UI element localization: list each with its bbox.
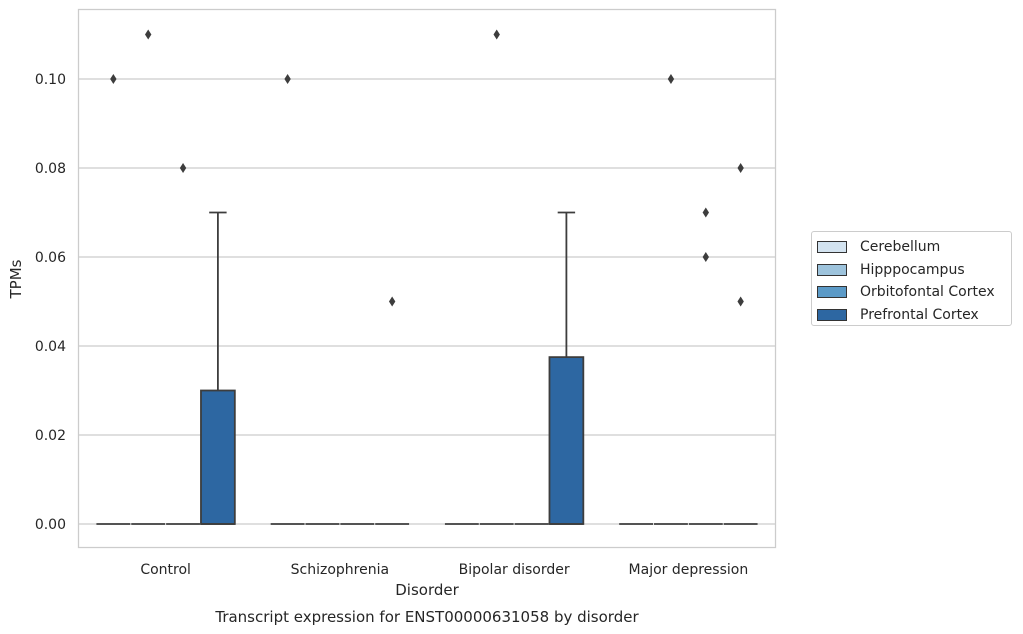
outlier-point	[667, 74, 675, 84]
legend-label: Orbitofontal Cortex	[860, 284, 995, 301]
x-axis-label: Disorder	[395, 581, 459, 599]
boxes	[96, 211, 758, 525]
x-tick-label: Bipolar disorder	[459, 562, 570, 578]
outlier-point	[737, 296, 744, 307]
legend-label: Prefrontal Cortex	[860, 306, 979, 323]
x-axis-ticks: Control Schizophrenia Bipolar disorder Majo…	[140, 562, 748, 578]
x-tick-label: Control	[140, 562, 191, 578]
y-axis-label: TPMs	[7, 259, 25, 299]
legend-swatch	[817, 241, 847, 254]
outlier-point	[110, 74, 117, 84]
outlier-point	[284, 74, 291, 84]
legend-item-cerebellum: Cerebellum	[817, 236, 1011, 259]
y-tick-label: 0.06	[35, 250, 66, 266]
x-tick-label: Major depression	[629, 562, 749, 578]
legend-swatch	[817, 263, 847, 276]
y-tick-label: 0.02	[35, 428, 66, 444]
outlier-point	[179, 163, 187, 173]
outlier-point	[388, 296, 396, 307]
y-tick-label: 0.08	[35, 161, 66, 177]
box	[548, 356, 585, 525]
legend-item-orbitofrontal-cortex: Orbitofontal Cortex	[817, 281, 1011, 304]
legend-label: Cerebellum	[860, 239, 941, 256]
legend-item-hippocampus: Hipppocampus	[817, 259, 1011, 282]
plot-frame	[77, 8, 777, 549]
box	[200, 389, 236, 525]
y-axis-ticks: 0.00 0.02 0.04 0.06 0.08 0.10	[35, 72, 66, 533]
outlier-point	[737, 163, 744, 173]
chart-title: Transcript expression for ENST0000063105…	[214, 608, 639, 626]
outliers	[110, 29, 744, 307]
outlier-point	[702, 252, 709, 262]
outlier-point	[493, 29, 500, 40]
gridlines	[78, 78, 776, 525]
y-tick-label: 0.04	[35, 339, 66, 355]
outlier-point	[702, 207, 709, 218]
legend-label: Hipppocampus	[860, 261, 965, 278]
y-tick-label: 0.00	[35, 517, 66, 533]
outlier-point	[145, 29, 152, 40]
legend-item-prefrontal-cortex: Prefrontal Cortex	[817, 304, 1011, 327]
legend: Cerebellum Hipppocampus Orbitofontal Cor…	[811, 231, 1012, 326]
y-tick-label: 0.10	[35, 72, 66, 88]
legend-swatch	[817, 308, 847, 321]
x-tick-label: Schizophrenia	[291, 562, 389, 578]
legend-swatch	[817, 286, 847, 299]
